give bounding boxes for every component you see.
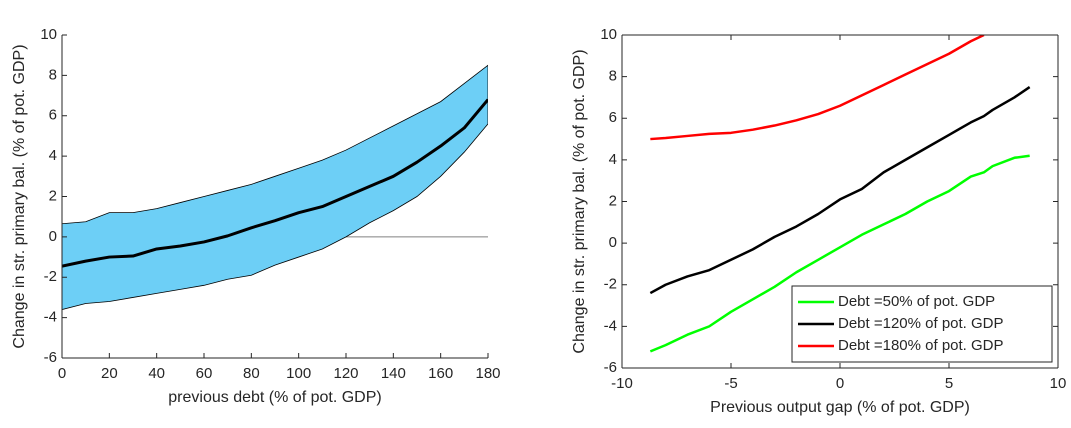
plot-area [62, 64, 488, 310]
y-tick-label: 10 [600, 26, 617, 43]
x-axis-label: Previous output gap (% of pot. GDP) [710, 399, 970, 416]
legend: Debt =50% of pot. GDP Debt =120% of pot. … [791, 285, 1053, 363]
x-tick-label: 160 [428, 365, 453, 382]
y-tick-label: 0 [609, 234, 617, 251]
median-line [62, 98, 488, 268]
plot-area [649, 35, 1031, 353]
x-tick-label: 20 [101, 365, 118, 382]
y-tick-label: -4 [44, 309, 57, 326]
plot: 0 20 40 60 80 100 120 140 160 180 -6 -4 -2 0 2 4 6 8 10 pre… [11, 26, 500, 406]
y-tick-label: 0 [49, 228, 57, 245]
x-tick-label: 10 [1050, 375, 1067, 392]
x-axis-label: previous debt (% of pot. GDP) [168, 389, 381, 406]
x-tick-label: 140 [381, 365, 406, 382]
y-tick-label: 8 [609, 68, 617, 85]
series-line [649, 85, 1031, 295]
x-tick-label: 80 [243, 365, 260, 382]
legend-label: Debt =50% of pot. GDP [838, 293, 995, 310]
x-tick-label: -10 [611, 375, 633, 392]
x-tick-label: 180 [475, 365, 500, 382]
x-tick-label: 120 [333, 365, 358, 382]
legend-label: Debt =180% of pot. GDP [838, 337, 1004, 354]
legend-box [791, 285, 1053, 363]
y-tick-label: 8 [49, 66, 57, 83]
y-tick-label: 6 [49, 107, 57, 124]
x-tick-label: 0 [58, 365, 66, 382]
y-tick-label: 10 [40, 26, 57, 43]
x-tick-label: 0 [836, 375, 844, 392]
y-axis-label: Change in str. primary bal. (% of pot. G… [11, 44, 28, 348]
y-tick-label: 4 [49, 147, 57, 164]
y-tick-label: -6 [604, 359, 617, 376]
y-axis-label: Change in str. primary bal. (% of pot. G… [571, 49, 588, 353]
y-tick-label: -2 [44, 268, 57, 285]
y-tick-label: 2 [609, 192, 617, 209]
y-tick-label: 6 [609, 109, 617, 126]
x-tick-label: -5 [724, 375, 737, 392]
y-tick-label: -6 [44, 349, 57, 366]
series-line [649, 154, 1030, 353]
confidence-band [62, 64, 488, 310]
y-tick-label: -4 [604, 317, 617, 334]
plot: -10 -5 0 5 10 -6 -4 -2 0 2 4 6 8 10 Previous output ga… [571, 26, 1066, 416]
legend-label: Debt =120% of pot. GDP [838, 315, 1004, 332]
y-tick-label: 2 [49, 187, 57, 204]
x-tick-label: 100 [286, 365, 311, 382]
y-tick-label: -2 [604, 276, 617, 293]
series-line [650, 35, 985, 141]
x-tick-label: 5 [945, 375, 953, 392]
x-tick-label: 40 [148, 365, 165, 382]
x-tick-label: 60 [196, 365, 213, 382]
y-tick-label: 4 [609, 151, 617, 168]
